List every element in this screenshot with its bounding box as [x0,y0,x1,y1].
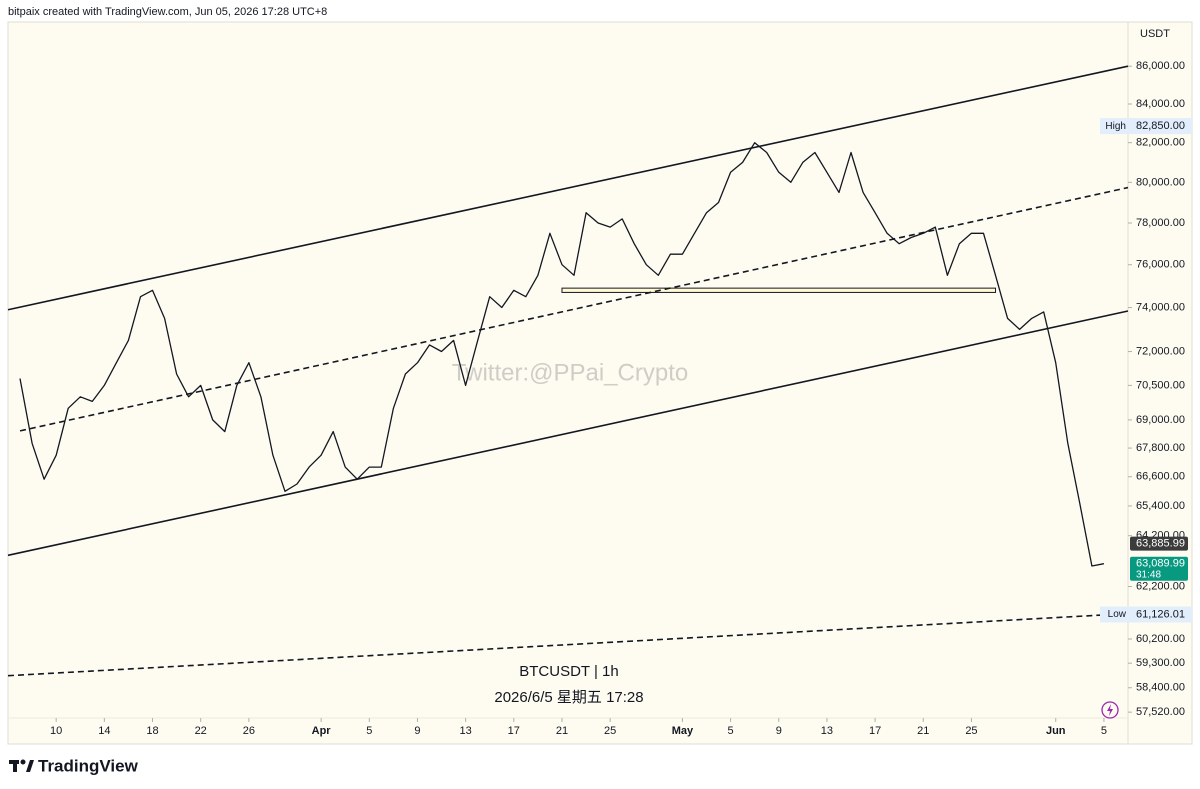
price-tag-value: 63,885.99 [1136,537,1185,549]
x-tick-label: 13 [460,725,472,737]
y-tick-label: 60,200.00 [1136,633,1185,645]
y-tick-label: 76,000.00 [1136,259,1185,271]
zone [561,287,997,293]
trend-line [7,612,1129,677]
y-tick-label: 72,000.00 [1136,345,1185,357]
x-tick-label: 18 [146,725,158,737]
x-tick-label: 5 [1101,725,1107,737]
logo [9,759,34,772]
chart-area [7,21,1193,745]
y-tick-label: 69,000.00 [1136,414,1185,426]
x-tick-label: 13 [821,725,833,737]
y-tick-label: 70,500.00 [1136,379,1185,391]
y-tick-label: 78,000.00 [1136,217,1185,229]
x-tick-label: 5 [366,725,372,737]
x-tick-label: 14 [98,725,110,737]
y-tick-label: 57,520.00 [1136,706,1185,718]
trend-line [19,186,1129,432]
y-tick-label: 86,000.00 [1136,60,1185,72]
y-tick-label: 80,000.00 [1136,176,1185,188]
price-tag [1130,536,1188,551]
x-tick-label: Apr [312,725,332,737]
price-tag [1130,556,1188,581]
y-tick-label: 65,400.00 [1136,500,1185,512]
y-tick-label: 74,000.00 [1136,301,1185,313]
x-tick-label: Jun [1046,725,1066,737]
currency: USDT [1140,28,1170,40]
marker-value: 82,850.00 [1136,120,1185,132]
y-tick-label: 62,200.00 [1136,580,1185,592]
x-tick-label: 10 [50,725,62,737]
x-tick-label: 25 [604,725,616,737]
x-tick-label: 22 [195,725,207,737]
footer-logo: TradingView [38,756,139,775]
watermark: Twitter:@PPai_Crypto [452,359,688,386]
x-tick-label: 17 [508,725,520,737]
x-tick-label: 26 [243,725,255,737]
x-tick-label: 9 [776,725,782,737]
x-tick-label: 21 [917,725,929,737]
price-line [19,142,1105,567]
alert-icon[interactable] [1101,701,1119,719]
x-tick-label: May [672,725,694,737]
y-tick-label: 84,000.00 [1136,98,1185,110]
x-tick-label: 17 [869,725,881,737]
y-tick-label: 67,800.00 [1136,442,1185,454]
x-tick-label: 25 [965,725,977,737]
marker-text: Low [1108,609,1127,620]
marker-tag [1100,118,1192,135]
marker-value: 61,126.01 [1136,608,1185,620]
y-tick-label: 58,400.00 [1136,682,1185,694]
trend-line [7,65,1129,311]
trend-line [7,310,1129,557]
timestamp: 2026/6/5 星期五 17:28 [494,689,643,706]
price-tag-countdown: 31:48 [1136,569,1161,580]
y-tick-label: 66,600.00 [1136,471,1185,483]
marker-text: High [1105,121,1126,132]
y-tick-label: 82,000.00 [1136,137,1185,149]
x-tick-label: 5 [728,725,734,737]
price-tag-value: 63,089.99 [1136,558,1185,570]
x-tick-label: 9 [414,725,420,737]
symbol: BTCUSDT | 1h [519,663,618,680]
x-tick-label: 21 [556,725,568,737]
alert-bolt [1107,704,1113,716]
header: bitpaix created with TradingView.com, Ju… [8,6,327,18]
y-tick-label: 59,300.00 [1136,657,1185,669]
marker-tag [1100,606,1192,623]
